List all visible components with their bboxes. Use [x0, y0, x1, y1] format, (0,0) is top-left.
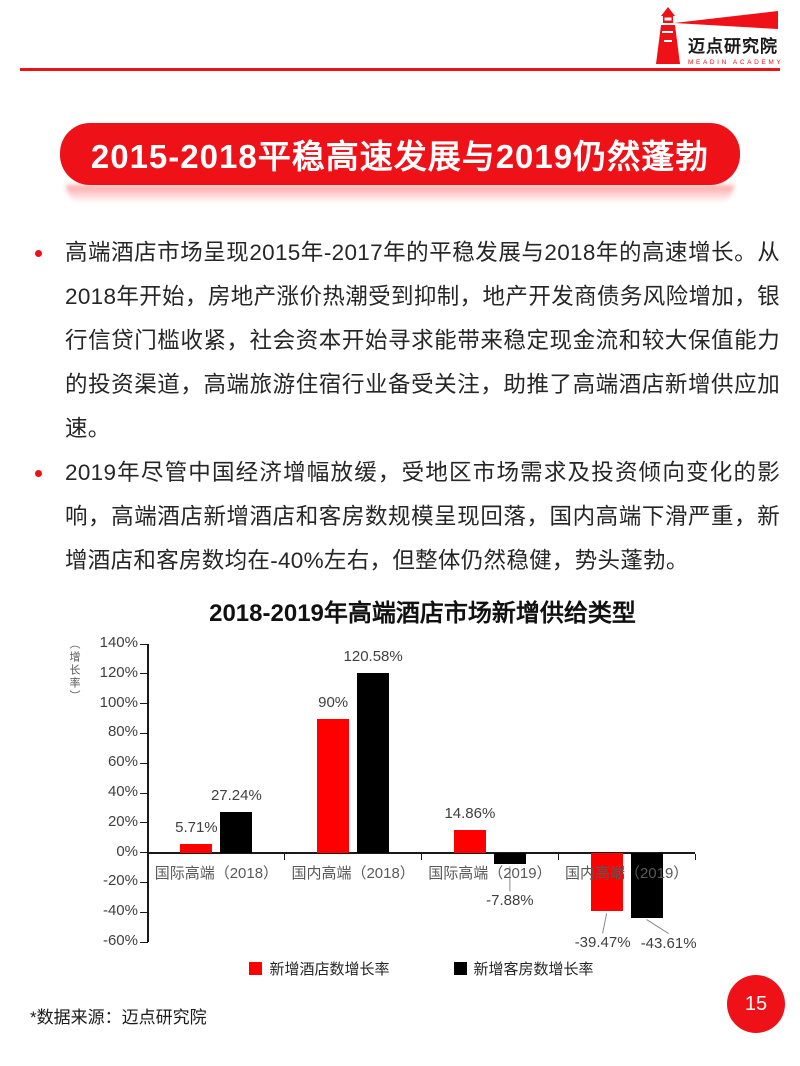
bar-red: [590, 852, 623, 912]
y-tick-label: -40%: [102, 902, 138, 920]
y-tick-mark: [140, 881, 148, 883]
bullet-item: 高端酒店市场呈现2015年-2017年的平稳发展与2018年的高速增长。从201…: [20, 231, 780, 451]
y-tick-label: 20%: [107, 812, 138, 830]
y-tick-mark: [140, 732, 148, 734]
section-title-banner: 2015-2018平稳高速发展与2019仍然蓬勃: [60, 123, 740, 185]
bullet-text: 2019年尽管中国经济增幅放缓，受地区市场需求及投资倾向变化的影响，高端酒店新增…: [65, 460, 780, 573]
y-tick-label: 120%: [99, 663, 138, 681]
bar-value-label: 27.24%: [210, 787, 262, 804]
page-number-badge: 15: [727, 975, 785, 1033]
y-tick-label: 60%: [107, 753, 138, 771]
legend-swatch-icon: [453, 962, 467, 975]
x-tick-mark: [421, 853, 422, 860]
y-tick-label: -60%: [102, 932, 138, 949]
y-tick-mark: [140, 792, 148, 794]
light-beam-icon: [674, 11, 778, 29]
bar-value-label: -39.47%: [574, 934, 631, 952]
x-category-label: 国内高端（2019）: [564, 864, 689, 882]
page-number: 15: [744, 992, 768, 1015]
bar-value-label: 120.58%: [343, 647, 403, 665]
y-tick-label: 40%: [107, 783, 138, 800]
y-axis-unit-label: （增长率）: [68, 638, 80, 703]
bar-red: [453, 830, 486, 853]
bullet-list: 高端酒店市场呈现2015年-2017年的平稳发展与2018年的高速增长。从201…: [20, 231, 780, 583]
source-note: *数据来源：迈点研究院: [30, 1008, 207, 1027]
bullet-text: 高端酒店市场呈现2015年-2017年的平稳发展与2018年的高速增长。从201…: [65, 240, 780, 441]
section-title: 2015-2018平稳高速发展与2019仍然蓬勃: [90, 138, 710, 175]
bar-value-label: 5.71%: [175, 819, 218, 837]
brand-name: 迈点研究院: [688, 37, 778, 56]
chart-title: 2018-2019年高端酒店市场新增供给类型: [209, 600, 636, 627]
brand-text: 迈点研究院 MEADIN ACADEMY: [688, 32, 784, 66]
y-tick-mark: [140, 852, 148, 854]
x-tick-mark: [557, 853, 559, 860]
bar-value-label: -7.88%: [486, 892, 534, 910]
legend-label: 新增酒店数增长率: [269, 961, 390, 978]
y-tick-mark: [140, 703, 148, 705]
y-tick-mark: [140, 643, 148, 645]
y-tick-mark: [140, 762, 148, 764]
bullet-icon: [35, 250, 42, 257]
bar-value-label: 14.86%: [444, 805, 496, 823]
bar-value-label: 90%: [318, 693, 349, 711]
y-tick-label: 80%: [107, 723, 138, 741]
lighthouse-icon: [656, 7, 778, 64]
y-tick-mark: [140, 673, 148, 675]
header-divider: [20, 68, 780, 71]
bar-red: [180, 844, 213, 853]
bullet-item: 2019年尽管中国经济增幅放缓，受地区市场需求及投资倾向变化的影响，高端酒店新增…: [20, 451, 780, 583]
bar-red: [317, 718, 350, 853]
x-axis-line: [148, 851, 695, 854]
bullet-icon: [35, 470, 42, 477]
page-header: 迈点研究院 MEADIN ACADEMY: [0, 0, 800, 71]
chart-legend: 新增酒店数增长率 新增客房数增长率: [148, 958, 695, 979]
x-category-label: 国际高端（2018）: [154, 864, 279, 882]
x-tick-mark: [694, 853, 696, 860]
x-tick-mark: [284, 853, 286, 860]
leader-lines: [509, 866, 669, 935]
y-tick-mark: [140, 911, 148, 913]
y-tick-label: -20%: [102, 872, 138, 890]
chart-plot: （增长率） 140% 120% 100% 80% 60% 40% 20% 0% -20% -40%…: [68, 634, 697, 952]
y-tick-label: 100%: [99, 693, 138, 711]
legend-swatch-icon: [249, 962, 263, 975]
x-category-label: 国内高端（2018）: [291, 864, 415, 882]
legend-item: 新增客房数增长率: [453, 958, 594, 979]
bar-black: [220, 812, 253, 853]
chart: 2018-2019年高端酒店市场新增供给类型 （增长率） 140% 120% 100…: [0, 593, 800, 979]
leader-line: [646, 919, 669, 935]
y-tick-label: 140%: [99, 634, 138, 651]
leader-line: [602, 913, 608, 934]
y-axis-line: [147, 644, 149, 942]
y-tick-mark: [140, 941, 148, 943]
bar-black: [493, 852, 526, 865]
x-category-label: 国际高端（2019）: [428, 864, 552, 882]
brand-subtitle: MEADIN ACADEMY: [688, 59, 784, 66]
bar-value-label: -43.61%: [640, 934, 697, 952]
legend-label: 新增客房数增长率: [473, 961, 594, 978]
legend-item: 新增酒店数增长率: [249, 958, 390, 979]
brand-logo: 迈点研究院 MEADIN ACADEMY: [644, 4, 784, 66]
y-tick-mark: [140, 822, 148, 824]
bar-black: [357, 672, 390, 853]
bar-black: [630, 852, 663, 918]
y-tick-label: 0%: [116, 842, 138, 860]
